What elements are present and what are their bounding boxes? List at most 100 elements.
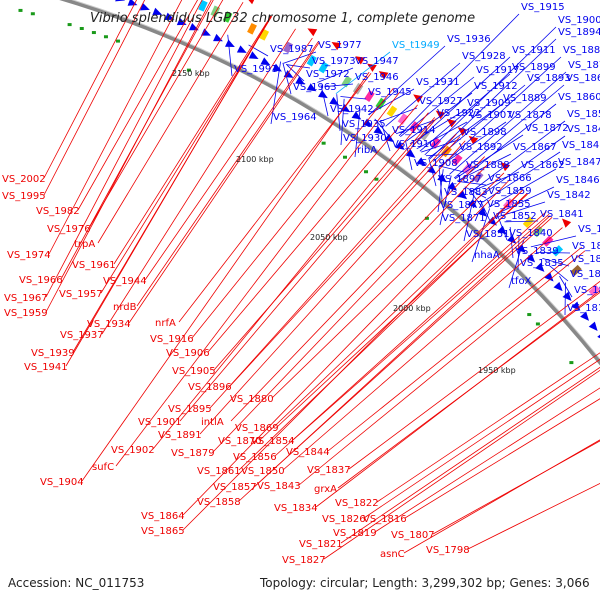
reverse-gene-label: trpA <box>74 239 95 250</box>
forward-gene-label: VS_1811 <box>567 303 600 314</box>
reverse-gene-label: VS_1959 <box>4 308 48 319</box>
cog-color-block <box>532 226 544 238</box>
forward-gene-label: VS_1881 <box>563 45 600 56</box>
forward-gene-arrow <box>295 76 306 85</box>
forward-gene-label: VS_1867 <box>513 142 557 153</box>
forward-gene-label: VS_1873 <box>568 60 600 71</box>
forward-label-connector <box>381 123 391 152</box>
forward-gene-label: VS_1847 <box>558 157 600 168</box>
forward-label-connector <box>439 175 452 226</box>
forward-gene-label: VS_1922 <box>437 108 481 119</box>
forward-label-connector <box>400 76 475 138</box>
forward-gene-label: VS_1855 <box>487 199 531 210</box>
forward-gene-label: tfoX <box>511 276 532 287</box>
forward-gene-label: VS_1964 <box>273 112 317 123</box>
forward-gene-label: VS_1888 <box>466 160 510 171</box>
reverse-gene-label: VS_1896 <box>188 382 232 393</box>
forward-gene-label: VS_1889 <box>503 93 547 104</box>
green-mark <box>364 170 369 174</box>
gene-feature-layer <box>18 0 600 365</box>
forward-label-connector <box>320 84 329 117</box>
forward-gene-label: VS_1866 <box>488 173 532 184</box>
forward-label-connector <box>282 62 292 95</box>
forward-label-connector <box>477 135 566 199</box>
scale-tick-label: 1950 kbp <box>478 366 516 375</box>
reverse-label-connector <box>81 71 370 482</box>
forward-gene-label: VS_1894 <box>558 27 600 38</box>
green-mark <box>103 35 108 39</box>
forward-gene-arrow <box>477 207 488 217</box>
forward-gene-label: VS_1842 <box>547 190 591 201</box>
reverse-label-connector <box>230 156 485 422</box>
reverse-gene-label: VS_1966 <box>19 275 63 286</box>
reverse-label-connector <box>340 366 600 544</box>
cog-color-block <box>306 54 317 67</box>
forward-gene-label: VS_1862 <box>521 160 565 171</box>
forward-gene-label: ribA <box>357 145 377 156</box>
reverse-gene-label: intlA <box>201 417 224 428</box>
reverse-gene-label: VS_2002 <box>2 174 46 185</box>
reverse-gene-label: VS_1856 <box>233 452 277 463</box>
reverse-label-connector <box>48 0 183 255</box>
cog-color-block <box>542 235 554 247</box>
forward-gene-arrow <box>588 321 598 332</box>
forward-label-connector <box>458 181 487 186</box>
forward-gene-label: VS_1851 <box>466 229 510 240</box>
reverse-gene-label: VS_1905 <box>172 366 216 377</box>
reverse-label-connector <box>179 118 437 422</box>
forward-label-connector <box>470 120 566 193</box>
green-mark <box>91 31 96 35</box>
forward-gene-label: VS_1909 <box>467 98 511 109</box>
forward-gene-label: VS_1860 <box>558 92 600 103</box>
reverse-label-connector <box>229 136 461 387</box>
reverse-gene-label: VS_1819 <box>333 528 377 539</box>
reverse-label-connector <box>97 1 244 244</box>
reverse-gene-arrow <box>468 135 479 145</box>
scale-tick-label: 2000 kbp <box>393 304 431 313</box>
forward-label-connector <box>454 134 524 180</box>
forward-label-connector <box>536 251 571 254</box>
forward-gene-label: VS_1872 <box>525 123 569 134</box>
reverse-label-connector <box>113 15 272 265</box>
reverse-gene-arrow <box>367 63 377 72</box>
reverse-gene-label: VS_1816 <box>363 514 407 525</box>
forward-gene-label: VS_1893 <box>527 73 571 84</box>
forward-label-connector <box>385 62 461 127</box>
reverse-gene-label: VS_1976 <box>47 224 91 235</box>
forward-label-connector <box>471 208 491 263</box>
reverse-label-connector <box>292 213 550 441</box>
forward-gene-label: VS_1908 <box>414 158 458 169</box>
reverse-gene-label: VS_1895 <box>168 404 212 415</box>
forward-gene-label: VS_1823 <box>572 241 600 252</box>
forward-label-connector <box>488 168 557 208</box>
cog-color-block <box>198 0 208 12</box>
reverse-label-connector <box>374 387 600 533</box>
reverse-gene-label: VS_1870 <box>218 436 262 447</box>
backbone-layer <box>58 0 600 366</box>
scale-tick-label: 2100 kbp <box>236 155 274 164</box>
reverse-gene-label: VS_1843 <box>257 481 301 492</box>
forward-gene-arrow <box>405 149 416 158</box>
green-mark <box>186 68 191 72</box>
forward-gene-label: VS_1848 <box>562 140 600 151</box>
green-mark <box>527 313 532 317</box>
forward-label-connector <box>530 235 577 248</box>
reverse-gene-label: VS_1879 <box>171 448 215 459</box>
forward-label-connector <box>285 64 311 69</box>
green-mark <box>30 12 35 16</box>
green-mark <box>115 39 120 43</box>
reverse-gene-label: VS_1967 <box>4 293 48 304</box>
reverse-label-connector <box>100 16 273 294</box>
reverse-gene-label: VS_1864 <box>141 511 185 522</box>
reverse-gene-label: VS_1904 <box>40 477 84 488</box>
reverse-label-connector <box>404 398 600 519</box>
forward-gene-label: VS_1907 <box>469 110 513 121</box>
forward-gene-label: VS_t1949 <box>392 40 440 51</box>
reverse-gene-label: VS_1826 <box>322 514 366 525</box>
forward-label-connector <box>416 121 468 150</box>
forward-label-connector <box>428 157 437 187</box>
reverse-label-connector <box>212 161 491 453</box>
forward-gene-label: VS_1946 <box>355 72 399 83</box>
forward-gene-arrow <box>306 83 317 92</box>
